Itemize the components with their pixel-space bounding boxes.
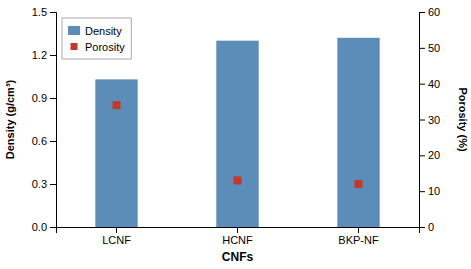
y-tick: 0.9 xyxy=(32,92,56,104)
y-tick-mark xyxy=(50,12,56,13)
y2-tick-label: 30 xyxy=(428,114,440,126)
y-tick: 0.3 xyxy=(32,178,56,190)
y2-tick-mark xyxy=(419,191,425,192)
bar xyxy=(337,38,379,227)
bar xyxy=(95,79,137,227)
y-tick: 1.2 xyxy=(32,49,56,61)
y-tick: 0.6 xyxy=(32,135,56,147)
x-axis-title: CNFs xyxy=(222,250,254,264)
y-tick: 0.0 xyxy=(32,221,56,233)
y-tick-label: 0.3 xyxy=(32,178,47,190)
y2-tick: 50 xyxy=(419,42,440,54)
x-tick-mark xyxy=(358,227,359,233)
axis-line xyxy=(57,228,420,234)
point xyxy=(355,180,363,188)
y2-tick-label: 20 xyxy=(428,149,440,161)
legend-item: Density xyxy=(68,25,122,37)
x-tick: BKP-NF xyxy=(338,227,379,246)
y-tick: 1.5 xyxy=(32,6,56,18)
y2-tick-label: 40 xyxy=(428,78,440,90)
bar xyxy=(216,41,258,227)
legend-swatch xyxy=(68,26,80,35)
legend-item: Porosity xyxy=(71,41,126,53)
y-tick-mark xyxy=(50,141,56,142)
x-axis: LCNF HCNF BKP-NF xyxy=(57,227,420,246)
y2-tick-mark xyxy=(419,84,425,85)
y2-tick-mark xyxy=(419,155,425,156)
axis-line xyxy=(50,13,57,228)
point xyxy=(113,101,121,109)
y-tick-mark xyxy=(50,227,56,228)
y2-tick: 20 xyxy=(419,149,440,161)
y2-tick-mark xyxy=(419,12,425,13)
x-tick-label: HCNF xyxy=(222,234,253,246)
x-tick-label: BKP-NF xyxy=(338,234,379,246)
y-tick-label: 0.9 xyxy=(32,92,47,104)
y2-tick-label: 50 xyxy=(428,42,440,54)
x-tick-mark xyxy=(237,227,238,233)
point-series xyxy=(113,101,363,188)
y-tick-mark xyxy=(50,184,56,185)
y2-tick: 30 xyxy=(419,114,440,126)
x-tick-label: LCNF xyxy=(102,234,131,246)
legend: Density Porosity xyxy=(62,18,131,59)
y2-tick: 60 xyxy=(419,6,440,18)
chart-container: LCNF HCNF BKP-NF 0.0 0.3 0.6 0.9 1.2 1.5 0 10 20 30 4… xyxy=(0,0,471,269)
y2-tick: 0 xyxy=(419,221,434,233)
y-tick-label: 0.0 xyxy=(32,221,47,233)
y2-tick-mark xyxy=(419,227,425,228)
x-tick: HCNF xyxy=(222,227,253,246)
y-tick-mark xyxy=(50,55,56,56)
y-axis-title: Density (g/cm³) xyxy=(4,79,16,159)
legend-swatch xyxy=(71,43,78,50)
y2-tick-mark xyxy=(419,120,425,121)
y2-tick-mark xyxy=(419,48,425,49)
point xyxy=(234,176,242,184)
bar-series xyxy=(95,38,379,227)
marks xyxy=(95,38,379,227)
plot-area: LCNF HCNF BKP-NF 0.0 0.3 0.6 0.9 1.2 1.5 0 10 20 30 4… xyxy=(32,6,441,246)
y2-axis-title: Porosity (%) xyxy=(457,87,469,152)
y2-tick-label: 0 xyxy=(428,221,434,233)
chart-svg: LCNF HCNF BKP-NF 0.0 0.3 0.6 0.9 1.2 1.5 0 10 20 30 4… xyxy=(0,0,471,269)
y-tick-label: 0.6 xyxy=(32,135,47,147)
y2-tick: 40 xyxy=(419,78,440,90)
y-tick-label: 1.5 xyxy=(32,6,47,18)
y2-tick-label: 60 xyxy=(428,6,440,18)
y2-axis: 0 10 20 30 40 50 60 xyxy=(419,6,440,233)
axis-line xyxy=(420,13,426,228)
y2-tick-label: 10 xyxy=(428,185,440,197)
y2-tick: 10 xyxy=(419,185,440,197)
y-tick-mark xyxy=(50,98,56,99)
x-tick: LCNF xyxy=(102,227,131,246)
x-tick-mark xyxy=(116,227,117,233)
legend-label: Porosity xyxy=(85,41,125,53)
legend-frame xyxy=(62,18,131,59)
y-tick-label: 1.2 xyxy=(32,49,47,61)
legend-label: Density xyxy=(85,25,122,37)
y-axis: 0.0 0.3 0.6 0.9 1.2 1.5 xyxy=(32,6,57,233)
